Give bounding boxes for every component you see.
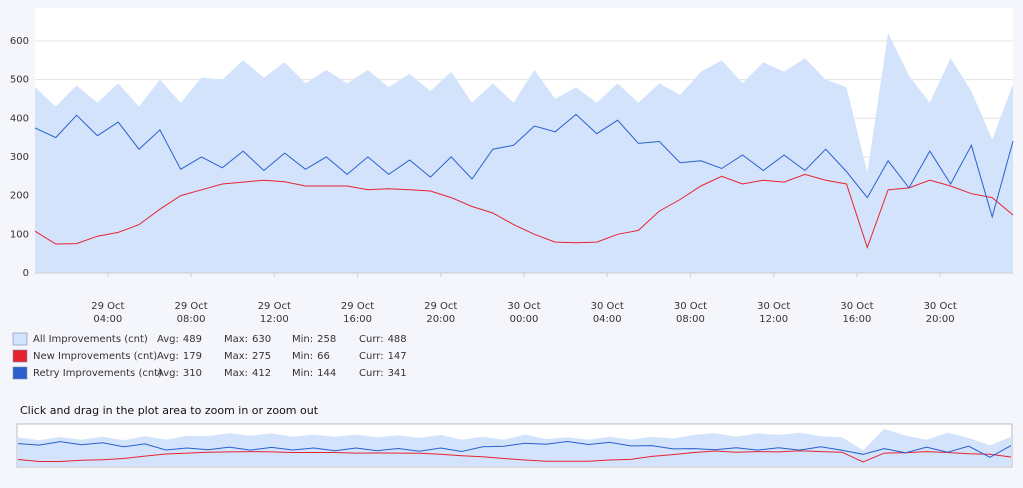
- x-tick-label: 30 Oct 12:00: [757, 301, 790, 325]
- y-tick-label: 600: [10, 36, 29, 47]
- x-tick-label: 30 Oct 04:00: [591, 301, 624, 325]
- area: [35, 33, 1013, 273]
- legend-stat-value: 66: [317, 351, 330, 362]
- legend-stat-label: Max:: [224, 334, 248, 345]
- x-tick-label: 30 Oct 08:00: [674, 301, 707, 325]
- x-tick-label: 30 Oct 20:00: [924, 301, 957, 325]
- legend-stat-value: 258: [317, 334, 336, 345]
- x-tick-label: 29 Oct 16:00: [341, 301, 374, 325]
- series-line: [34, 113, 1014, 219]
- overview-line: [17, 440, 1012, 458]
- legend-swatch[interactable]: [12, 332, 28, 346]
- legend-stat-value: 147: [388, 351, 407, 362]
- y-tick-label: 0: [23, 268, 29, 279]
- legend-stat-value: 412: [252, 368, 271, 379]
- legend-swatch[interactable]: [12, 349, 28, 363]
- legend-stat-label: Min:: [292, 368, 313, 379]
- y-tick-label: 400: [10, 113, 29, 124]
- legend-stat-value: 341: [388, 368, 407, 379]
- legend-label: Retry Improvements (cnt): [33, 368, 162, 379]
- legend-stat-label: Min:: [292, 351, 313, 362]
- legend-stat-label: Curr:: [359, 351, 384, 362]
- legend-stat-label: Min:: [292, 334, 313, 345]
- y-tick-label: 200: [10, 191, 29, 202]
- series-line: [34, 173, 1014, 250]
- x-tick-label: 29 Oct 20:00: [424, 301, 457, 325]
- legend-swatch[interactable]: [12, 366, 28, 380]
- overview-area-series: [18, 428, 1011, 466]
- overview-line: [17, 450, 1012, 463]
- legend-label: All Improvements (cnt): [33, 334, 148, 345]
- y-tick-label: 500: [10, 75, 29, 86]
- legend-stat-label: Max:: [224, 351, 248, 362]
- y-tick-label: 300: [10, 152, 29, 163]
- legend-stat-label: Avg:: [157, 368, 179, 379]
- x-tick-label: 29 Oct 04:00: [91, 301, 124, 325]
- y-tick-label: 100: [10, 229, 29, 240]
- legend-stat-value: 489: [183, 334, 202, 345]
- legend-stat-value: 144: [317, 368, 336, 379]
- legend-stat-label: Avg:: [157, 334, 179, 345]
- legend-stat-label: Curr:: [359, 368, 384, 379]
- legend-label: New Improvements (cnt): [33, 351, 157, 362]
- legend-stat-value: 310: [183, 368, 202, 379]
- legend-stat-label: Avg:: [157, 351, 179, 362]
- legend-stat-value: 630: [252, 334, 271, 345]
- x-tick-label: 30 Oct 00:00: [507, 301, 540, 325]
- x-tick-label: 29 Oct 12:00: [258, 301, 291, 325]
- legend-stat-label: Curr:: [359, 334, 384, 345]
- zoom-hint: Click and drag in the plot area to zoom …: [20, 404, 319, 417]
- legend-stat-value: 488: [388, 334, 407, 345]
- x-tick-label: 30 Oct 16:00: [840, 301, 873, 325]
- legend-stat-value: 275: [252, 351, 271, 362]
- legend-stat-label: Max:: [224, 368, 248, 379]
- legend-stat-value: 179: [183, 351, 202, 362]
- x-tick-label: 29 Oct 08:00: [174, 301, 207, 325]
